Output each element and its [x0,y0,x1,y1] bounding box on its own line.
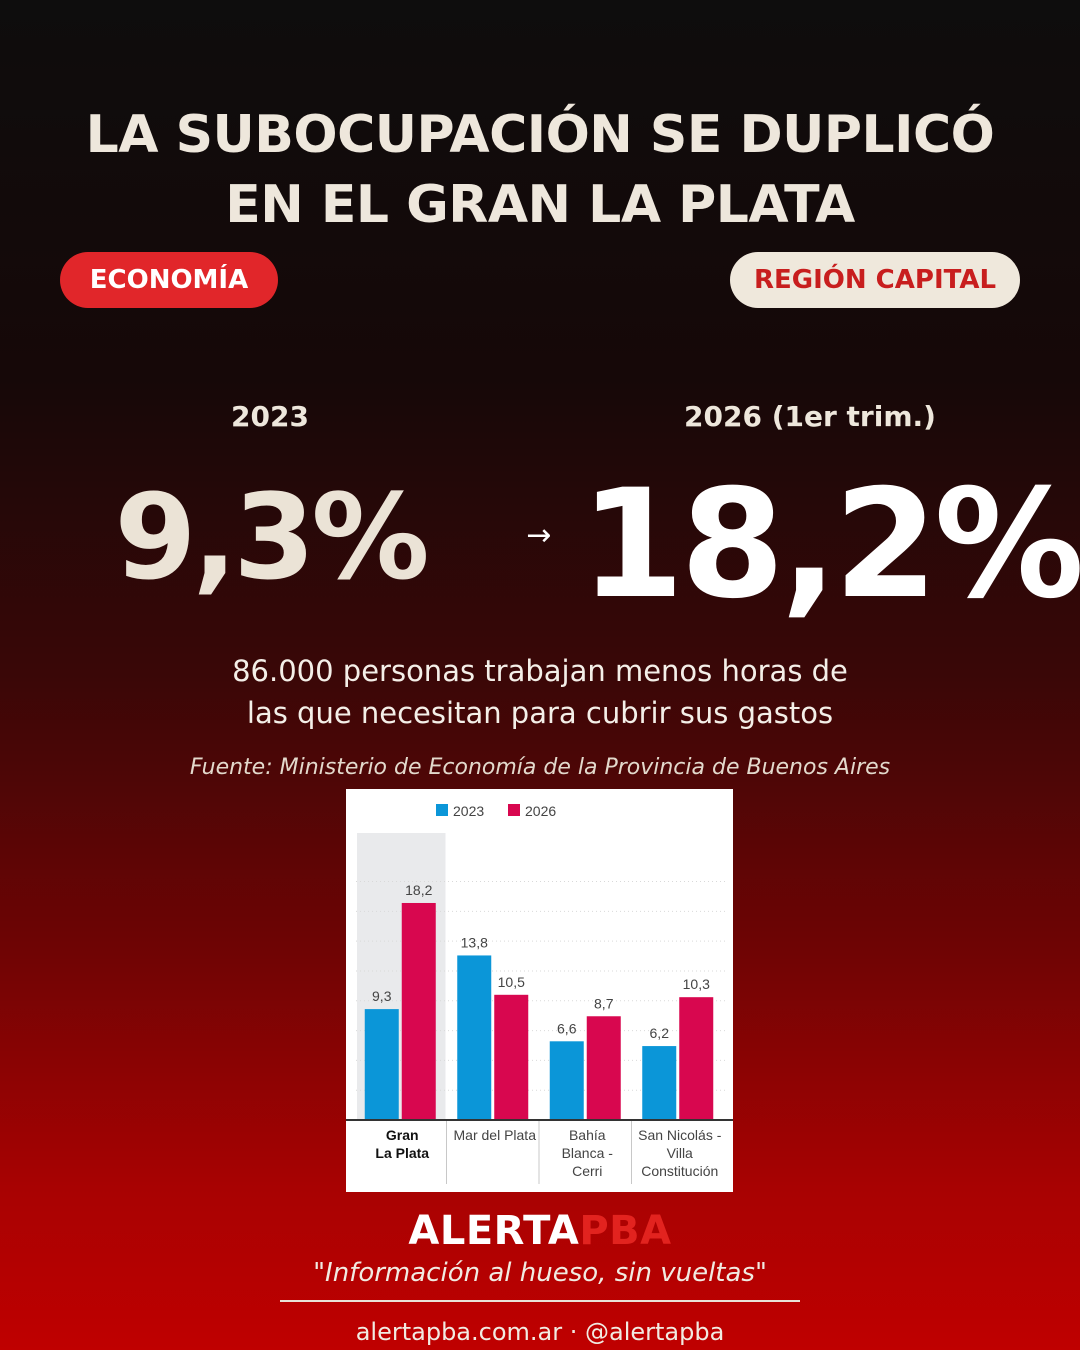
description: 86.000 personas trabajan menos horas de … [140,650,940,734]
brand-logo: ALERTAPBA [0,1208,1080,1254]
footer-links: alertapba.com.ar · @alertapba [355,1318,725,1346]
source-note: Fuente: Ministerio de Economía de la Pro… [189,755,891,780]
category-label-3-1: Villa [667,1145,693,1161]
data-label-2026-1: 10,5 [498,974,525,990]
bar-2023-2 [549,1041,584,1120]
bar-2026-2 [586,1016,621,1120]
title-line-2: EN EL GRAN LA PLATA [225,175,855,235]
brand-part-1: ALERTA [408,1208,580,1254]
data-label-2023-2: 6,6 [557,1020,577,1036]
category-label-1-0: Mar del Plata [454,1127,537,1143]
page-title: LA SUBOCUPACIÓN SE DUPLICÓ EN EL GRAN LA… [0,100,1080,240]
category-label-2-1: Blanca - [562,1145,614,1161]
year-label-right: 2026 (1er trim.) [684,400,936,433]
data-label-2023-1: 13,8 [461,934,488,950]
legend-swatch-2023 [436,804,448,816]
bar-2023-1 [457,955,492,1120]
bar-chart: 2023 2026 9,3 18,2 Gran La Plata 13,8 10,5 Mar d… [346,789,733,1192]
bar-2023-3 [642,1046,677,1120]
year-label-left: 2023 [231,400,309,433]
data-label-2023-0: 9,3 [372,988,392,1004]
region-tag: REGIÓN CAPITAL [730,252,1020,308]
brand-tagline: "Información al hueso, sin vueltas" [313,1258,767,1288]
legend-label-2026: 2026 [525,803,556,819]
legend-label-2023: 2023 [453,803,484,819]
stat-value-2026: 18,2% [580,458,1080,632]
category-label-0-0: Gran [386,1127,419,1143]
arrow-right-icon: → [526,517,552,553]
bar-chart-svg: 2023 2026 9,3 18,2 Gran La Plata 13,8 10,5 Mar d… [346,803,733,1184]
title-line-1: LA SUBOCUPACIÓN SE DUPLICÓ [85,105,995,165]
bar-2026-3 [679,997,714,1120]
brand-part-2: PBA [579,1208,672,1254]
category-label-3-0: San Nicolás - [638,1127,722,1143]
data-label-2023-3: 6,2 [650,1025,670,1041]
bar-2026-1 [494,994,529,1120]
description-line-1: 86.000 personas trabajan menos horas de [232,654,848,688]
data-label-2026-2: 8,7 [594,995,614,1011]
description-line-2: las que necesitan para cubrir sus gastos [246,696,834,730]
stat-value-2023: 9,3% [114,468,429,606]
category-label-0-1: La Plata [375,1145,429,1161]
bar-2026-0 [401,902,436,1120]
category-tag-economia: ECONOMÍA [60,252,278,308]
data-label-2026-3: 10,3 [683,976,710,992]
category-label-2-0: Bahía [569,1127,606,1143]
legend-swatch-2026 [508,804,520,816]
divider [280,1300,800,1302]
bar-2023-0 [364,1009,399,1120]
category-label-3-2: Constitución [641,1163,718,1179]
data-label-2026-0: 18,2 [405,882,432,898]
category-label-2-2: Cerri [572,1163,602,1179]
